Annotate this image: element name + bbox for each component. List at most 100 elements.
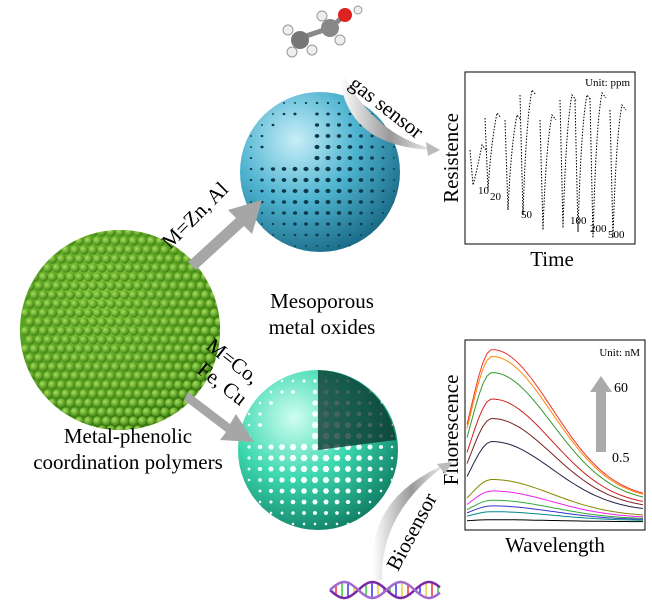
bead	[106, 353, 116, 363]
pore	[356, 500, 362, 504]
pore	[336, 134, 342, 138]
oxide-sphere	[240, 92, 400, 252]
pore	[290, 499, 296, 505]
application-label: Biosensor	[381, 489, 442, 574]
precursor-label: coordination polymers	[33, 450, 223, 474]
spectrum	[466, 511, 644, 521]
bead	[106, 317, 116, 327]
bead	[205, 317, 215, 327]
bead	[187, 335, 197, 345]
bead	[52, 299, 62, 309]
bead	[155, 398, 166, 408]
pore	[356, 466, 362, 472]
bead	[106, 230, 116, 237]
pore	[304, 233, 308, 237]
pore	[381, 167, 385, 171]
pore	[336, 166, 342, 172]
bead	[38, 272, 49, 282]
bead	[29, 380, 40, 390]
bead	[214, 263, 220, 273]
pore	[355, 444, 363, 450]
bead	[151, 353, 161, 363]
pore	[358, 156, 364, 160]
bead	[65, 362, 76, 372]
pore	[292, 200, 298, 204]
bead	[56, 398, 67, 408]
bead	[178, 281, 188, 291]
bead	[34, 371, 44, 381]
pore	[325, 211, 331, 215]
plot-frame	[464, 339, 646, 531]
arrow	[596, 392, 606, 452]
pore	[314, 199, 320, 205]
bead	[70, 371, 80, 381]
pore	[392, 168, 396, 170]
pore	[302, 379, 306, 383]
bead	[29, 326, 40, 336]
bead	[47, 236, 58, 246]
bead	[187, 371, 197, 381]
arrow	[184, 392, 254, 442]
arc	[372, 462, 450, 580]
pore	[289, 466, 297, 472]
bead	[101, 308, 112, 318]
pore	[260, 211, 264, 215]
bead	[43, 263, 53, 273]
bead	[191, 308, 202, 318]
pore	[370, 156, 374, 160]
trace	[589, 91, 607, 239]
pore	[268, 477, 274, 483]
bead	[110, 398, 121, 408]
bead	[187, 353, 197, 363]
pore	[378, 456, 384, 460]
bead	[115, 371, 125, 381]
bead	[205, 281, 215, 291]
pore	[325, 166, 331, 172]
bead	[146, 236, 157, 246]
bead	[110, 272, 121, 282]
bead	[101, 236, 112, 246]
bead	[173, 326, 184, 336]
bead	[137, 290, 148, 300]
pore	[303, 166, 309, 172]
bead	[83, 416, 94, 426]
bead	[137, 272, 148, 282]
bead	[200, 362, 211, 372]
bead	[146, 254, 157, 264]
bead	[52, 281, 62, 291]
pore	[357, 511, 361, 515]
bead	[52, 353, 62, 363]
bead	[25, 245, 35, 255]
bead	[178, 371, 188, 381]
bead	[196, 281, 206, 291]
pore	[268, 401, 274, 405]
bead	[133, 371, 143, 381]
pore	[344, 455, 352, 461]
bead	[182, 380, 193, 390]
bead	[115, 230, 125, 237]
pore	[348, 245, 352, 247]
bead	[29, 398, 40, 408]
bead	[119, 416, 130, 426]
pore	[292, 177, 298, 183]
bead	[137, 362, 148, 372]
bead	[29, 290, 40, 300]
bead	[65, 290, 76, 300]
concentration-label: 20	[490, 191, 502, 203]
bead	[25, 425, 35, 430]
bead	[178, 299, 188, 309]
spectrum	[466, 505, 644, 520]
bead	[43, 371, 53, 381]
bead	[97, 281, 107, 291]
bead	[146, 272, 157, 282]
bead	[160, 407, 170, 417]
bead	[151, 389, 161, 399]
bead	[173, 272, 184, 282]
trace	[504, 113, 522, 211]
pore	[333, 466, 341, 472]
bead	[133, 407, 143, 417]
bead	[101, 380, 112, 390]
bead	[164, 326, 175, 336]
pore	[358, 178, 364, 182]
pore	[282, 112, 286, 116]
